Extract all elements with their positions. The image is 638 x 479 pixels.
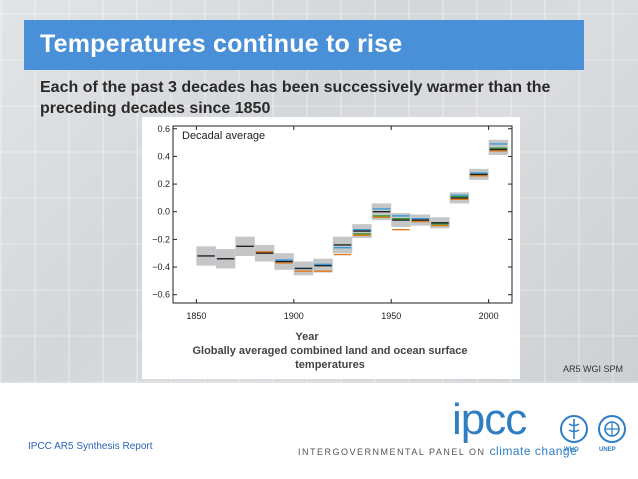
who-emblem-icon — [560, 415, 588, 443]
chart-title: Decadal average — [182, 130, 265, 142]
y-tick-label: −0.2 — [152, 234, 170, 244]
temperature-chart: −0.6 −0.4 −0.2 0.0 0.2 0.4 0.6 1850 1900 1950 2000… — [152, 124, 513, 321]
unep-emblem-icon — [598, 415, 626, 443]
y-tick-label: 0.6 — [157, 124, 170, 134]
plot-frame — [172, 125, 513, 304]
x-tick-label: 1850 — [186, 311, 206, 321]
y-tick-label: 0.0 — [157, 207, 170, 217]
slide-title: Temperatures continue to rise — [40, 30, 403, 58]
y-tick-label: 0.4 — [157, 151, 170, 161]
ipcc-tagline: INTERGOVERNMENTAL PANEL ON climate chang… — [298, 444, 577, 458]
x-axis-title: Year — [295, 331, 319, 343]
x-tick-label: 1900 — [284, 311, 304, 321]
x-tick-label: 2000 — [479, 311, 499, 321]
unep-label: UNEP — [599, 447, 616, 453]
tagline-accent: climate change — [489, 444, 578, 458]
source-note: AR5 WGI SPM — [563, 364, 624, 374]
y-tick-label: −0.6 — [152, 290, 170, 300]
chart-panel: −0.6 −0.4 −0.2 0.0 0.2 0.4 0.6 1850 1900 1950 2000… — [142, 117, 520, 379]
y-tick-label: 0.2 — [157, 179, 170, 189]
who-label: WHO — [564, 447, 579, 453]
footer-label: IPCC AR5 Synthesis Report — [28, 441, 153, 452]
y-tick-label: −0.4 — [152, 262, 170, 272]
chart-caption: Globally averaged combined land and ocea… — [192, 345, 468, 371]
x-tick-label: 1950 — [381, 311, 401, 321]
title-bar — [24, 20, 584, 70]
ipcc-logo: ipcc — [452, 395, 527, 444]
slide-subtitle: Each of the past 3 decades has been succ… — [40, 79, 551, 117]
tagline-prefix: INTERGOVERNMENTAL PANEL ON — [298, 447, 486, 457]
